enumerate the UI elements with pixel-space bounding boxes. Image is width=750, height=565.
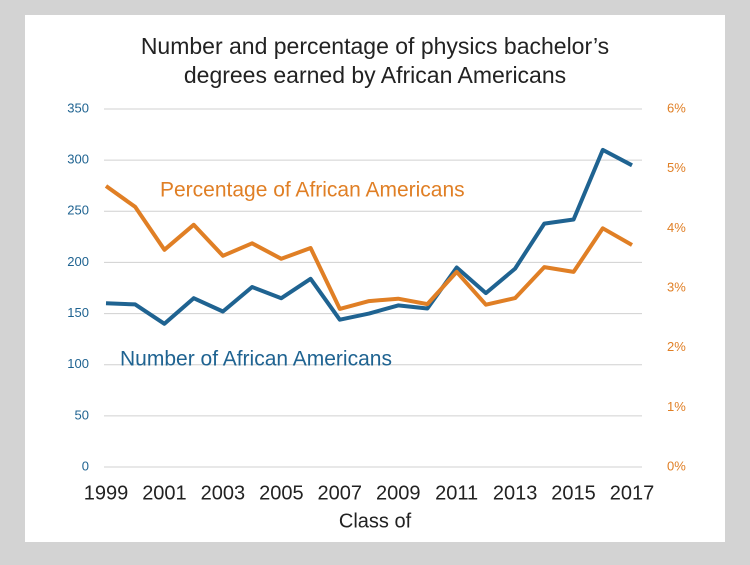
x-axis-title: Class of	[339, 510, 412, 532]
x-tick-label: 2003	[201, 482, 246, 504]
y2-tick-label: 2%	[667, 339, 686, 354]
series-line	[104, 184, 633, 311]
x-tick-label: 2007	[318, 482, 363, 504]
x-tick-label: 2015	[551, 482, 596, 504]
legend-label: Number of African Americans	[120, 348, 392, 371]
y-tick-label: 150	[67, 305, 89, 320]
y2-tick-label: 0%	[667, 458, 686, 473]
y2-tick-label: 1%	[667, 399, 686, 414]
chart-panel	[25, 15, 725, 542]
x-tick-label: 2011	[435, 482, 478, 504]
series-line	[105, 147, 633, 326]
y2-tick-label: 3%	[667, 279, 686, 294]
y-tick-label: 0	[82, 458, 89, 473]
y-tick-label: 300	[67, 152, 89, 167]
y2-tick-label: 6%	[667, 100, 686, 115]
y2-tick-label: 4%	[667, 220, 686, 235]
y-tick-label: 50	[75, 407, 89, 422]
x-tick-label: 2013	[493, 482, 538, 504]
x-tick-label: 2005	[259, 482, 304, 504]
y2-tick-label: 5%	[667, 160, 686, 175]
x-tick-label: 2001	[142, 482, 187, 504]
y-tick-label: 250	[67, 203, 89, 218]
x-tick-label: 2017	[610, 482, 655, 504]
chart-title: Number and percentage of physics bachelo…	[141, 33, 609, 59]
x-tick-label: 1999	[84, 482, 129, 504]
y-tick-label: 200	[67, 254, 89, 269]
legend-label: Percentage of African Americans	[160, 179, 465, 202]
chart-title: degrees earned by African Americans	[184, 62, 566, 88]
y-tick-label: 350	[67, 100, 89, 115]
x-tick-label: 2009	[376, 482, 421, 504]
y-tick-label: 100	[67, 356, 89, 371]
